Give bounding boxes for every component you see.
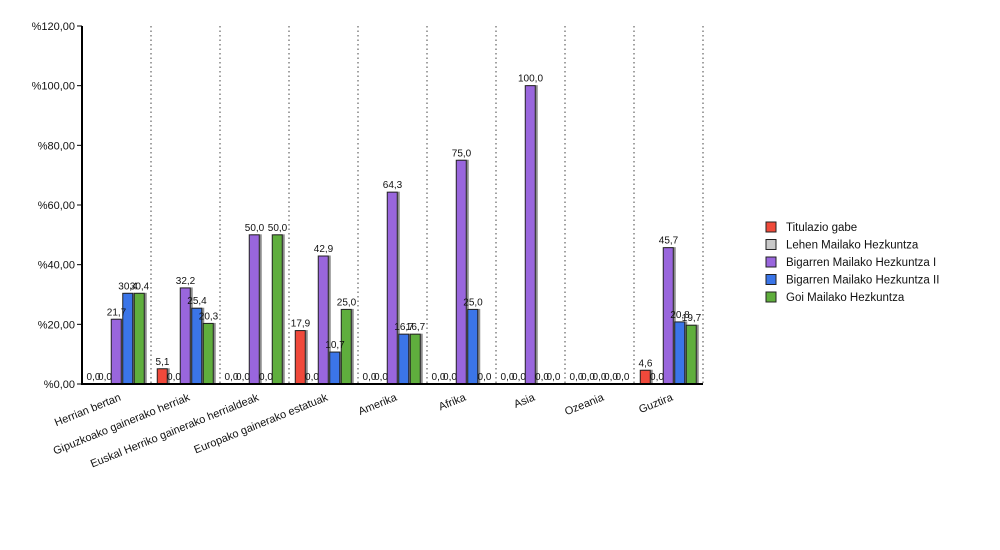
data-label: 0,0 — [478, 372, 492, 383]
data-labels: 0,05,10,017,90,0 0,0 0,0 0,04,60,0 0,0 0,0 0,0… — [87, 74, 702, 383]
y-tick-label: %20,00 — [38, 319, 75, 331]
data-label: 0,0 — [570, 372, 584, 383]
x-tick-label: Ozeania — [563, 391, 606, 418]
data-label: 50,0 — [268, 223, 288, 234]
data-label: 50,0 — [245, 223, 265, 234]
data-label: 25,0 — [337, 297, 357, 308]
data-label: 0,0 — [259, 372, 273, 383]
data-label: 0,0 — [616, 372, 630, 383]
bar — [639, 369, 651, 385]
y-tick-label: %60,00 — [38, 200, 75, 212]
y-tick-label: %0,00 — [44, 379, 75, 391]
y-tick-label: %80,00 — [38, 140, 75, 152]
bar — [202, 322, 214, 385]
bars — [110, 85, 697, 385]
x-tick-label: Guztira — [637, 391, 675, 416]
y-tick-label: %120,00 — [32, 21, 75, 33]
data-label: 16,7 — [406, 322, 426, 333]
bar — [294, 330, 306, 385]
bar — [398, 333, 410, 385]
legend-swatch — [765, 239, 777, 250]
bar — [674, 321, 686, 385]
data-label: 0,0 — [547, 372, 561, 383]
data-label: 45,7 — [659, 236, 679, 247]
data-label: 20,8 — [670, 310, 690, 321]
x-tick-label: Europako gainerako estatuak — [192, 391, 330, 456]
data-label: 0,0 — [512, 372, 526, 383]
data-label: 42,9 — [314, 244, 334, 255]
legend-swatch — [765, 256, 777, 268]
bar — [110, 318, 122, 385]
data-label: 25,0 — [463, 297, 483, 308]
legend-swatch — [765, 274, 777, 285]
data-label: 16,7 — [394, 322, 414, 333]
legend-label: Goi Mailako Hezkuntza — [786, 292, 905, 304]
data-label: 0,0 — [236, 372, 250, 383]
data-label: 32,2 — [176, 276, 196, 287]
data-label: 17,9 — [291, 319, 311, 330]
data-label: 5,1 — [156, 357, 170, 368]
bar — [329, 351, 341, 385]
legend-label: Titulazio gabe — [786, 222, 857, 234]
data-label: 0,0 — [374, 372, 388, 383]
data-label: 75,0 — [452, 148, 472, 159]
data-label: 0,0 — [432, 372, 446, 383]
bar — [409, 333, 421, 385]
data-label: 4,6 — [639, 358, 653, 369]
legend-label: Lehen Mailako Hezkuntza — [786, 240, 919, 252]
legend: Titulazio gabe Lehen Mailako Hezkuntza Big… — [765, 221, 939, 304]
data-label: 0,0 — [650, 372, 664, 383]
bar — [467, 308, 479, 385]
bar — [455, 159, 467, 385]
legend-swatch — [765, 291, 777, 303]
y-tick-label: %40,00 — [38, 260, 75, 272]
data-label: 0,0 — [167, 372, 181, 383]
bar — [271, 234, 283, 385]
legend-label: Bigarren Mailako Hezkuntza II — [786, 275, 939, 287]
grid-lines — [150, 26, 704, 384]
data-label: 0,0 — [593, 372, 607, 383]
data-label: 64,3 — [383, 180, 403, 191]
data-label: 30,4 — [118, 281, 138, 292]
x-tick-label: Amerika — [357, 391, 400, 418]
data-label: 0,0 — [535, 372, 549, 383]
legend-swatch — [765, 221, 777, 233]
x-tick-label: Asia — [512, 391, 537, 410]
bar — [524, 85, 536, 385]
data-label: 0,0 — [225, 372, 239, 383]
bar — [317, 255, 329, 385]
data-label: 20,3 — [199, 311, 219, 322]
data-label: 0,0 — [581, 372, 595, 383]
y-tick-label: %100,00 — [32, 81, 75, 93]
x-tick-label: Afrika — [437, 391, 468, 413]
data-label: 0,0 — [501, 372, 515, 383]
bar — [248, 234, 260, 385]
bar — [386, 191, 398, 385]
bar — [133, 292, 145, 385]
data-label: 0,0 — [87, 372, 101, 383]
data-label: 100,0 — [518, 74, 543, 85]
data-label: 21,7 — [107, 307, 127, 318]
axes: %0,00 %20,00 %40,00 %60,00 %80,00 %100,00 %120… — [32, 21, 703, 470]
data-label: 0,0 — [98, 372, 112, 383]
data-label: 19,7 — [682, 313, 702, 324]
data-label: 0,0 — [305, 372, 319, 383]
data-label: 0,0 — [363, 372, 377, 383]
bar — [156, 368, 168, 385]
bar — [685, 324, 697, 385]
data-label: 30,4 — [130, 281, 150, 292]
legend-label: Bigarren Mailako Hezkuntza I — [786, 257, 936, 269]
data-label: 10,7 — [325, 340, 345, 351]
data-label: 0,0 — [443, 372, 457, 383]
data-label: 25,4 — [187, 296, 207, 307]
data-label: 0,0 — [604, 372, 618, 383]
